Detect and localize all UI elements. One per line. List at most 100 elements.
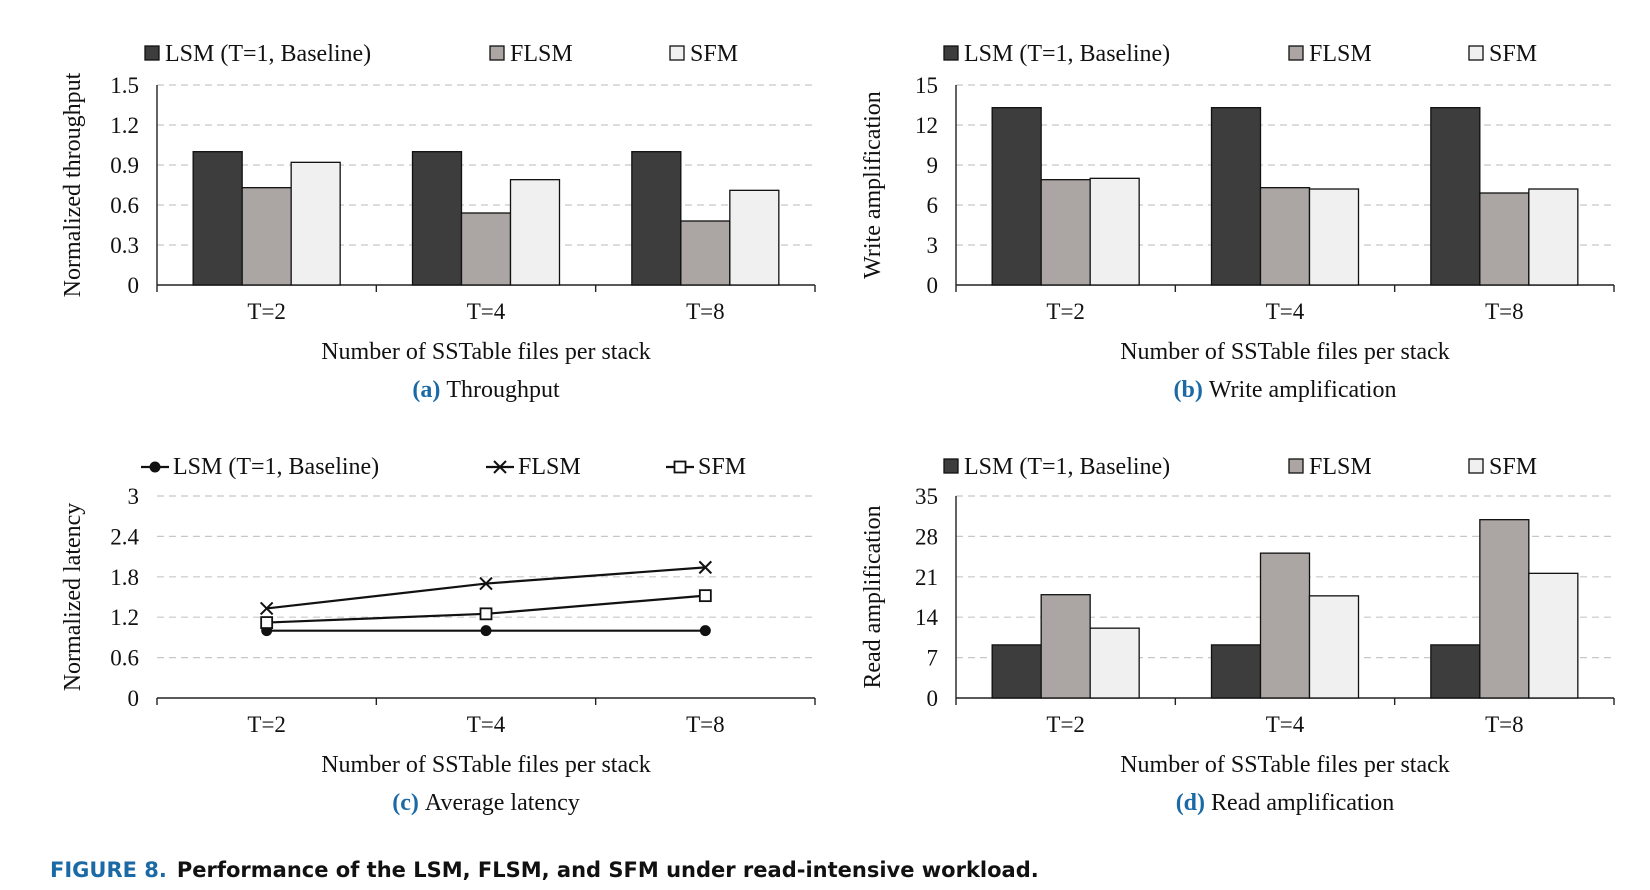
bar-flsm: [1479, 192, 1530, 286]
legend-swatch: [1288, 458, 1304, 474]
x-axis-label: Number of SSTable files per stack: [321, 752, 651, 778]
chart-panel-3: 0 0.6 1.2 1.8 2.4 3 T=2 T=4 T=8 Normalized latenc…: [60, 454, 816, 816]
chart-panel-1: 0 0.3 0.6 0.9 1.2 1.5 T=2 T=4 T=8 Normalized thro…: [60, 41, 816, 403]
y-tick-label: 0: [128, 686, 140, 711]
legend-label: LSM (T=1, Baseline): [165, 41, 371, 67]
sub-caption-label: (b): [1174, 377, 1209, 403]
y-tick-label: 15: [915, 73, 938, 98]
x-tick-label: T=4: [467, 712, 506, 737]
y-tick-label: 2.4: [110, 524, 139, 549]
bar-lsm: [1430, 107, 1481, 286]
sub-caption-label: (c): [392, 790, 425, 816]
y-tick-label: 1.8: [110, 565, 139, 590]
legend-swatch: [144, 45, 160, 61]
legend-marker-x: [493, 460, 507, 474]
legend-label: LSM (T=1, Baseline): [964, 41, 1170, 67]
sub-caption-label: (a): [412, 377, 446, 403]
legend: LSM (T=1, Baseline) FLSM SFM: [943, 41, 1537, 67]
marker-x: [259, 601, 274, 616]
series-line-flsm: [266, 566, 706, 610]
y-tick-label: 0: [927, 686, 939, 711]
y-tick-label: 3: [128, 484, 140, 509]
marker-x: [698, 560, 713, 575]
chart-panel-4: 0 7 14 21 28 35 T=2 T=4 T=8 Read amplification Num…: [860, 454, 1615, 816]
legend-marker-square: [673, 460, 687, 474]
bar-flsm: [1479, 519, 1530, 699]
legend-label: LSM (T=1, Baseline): [964, 454, 1170, 480]
x-tick-label: T=8: [1485, 712, 1524, 737]
legend-label: FLSM: [510, 41, 573, 67]
x-tick-label: T=2: [247, 712, 286, 737]
y-axis-label: Write amplification: [860, 91, 886, 279]
legend-label: FLSM: [1309, 454, 1372, 480]
y-tick-label: 28: [915, 524, 938, 549]
bar-sfm: [290, 161, 341, 286]
bar-sfm: [1089, 627, 1140, 699]
legend-label: SFM: [1489, 41, 1537, 67]
legend: LSM (T=1, Baseline) FLSM SFM: [943, 454, 1537, 480]
legend-swatch: [1468, 45, 1484, 61]
legend: LSM (T=1, Baseline) FLSM SFM: [144, 41, 738, 67]
x-tick-label: T=2: [1046, 712, 1085, 737]
x-axis-label: Number of SSTable files per stack: [321, 339, 651, 365]
y-tick-label: 0.9: [110, 153, 139, 178]
y-tick-label: 21: [915, 565, 938, 590]
bar-flsm: [680, 220, 731, 286]
bar-sfm: [1308, 595, 1360, 699]
x-tick-label: T=2: [1046, 299, 1085, 324]
legend-swatch: [1288, 45, 1304, 61]
sub-caption-title: Throughput: [446, 377, 560, 403]
bar-lsm: [631, 151, 682, 286]
figure-label: FIGURE 8.: [50, 858, 167, 882]
bar-flsm: [1040, 179, 1091, 286]
legend-label: SFM: [690, 41, 738, 67]
bar-sfm: [1089, 177, 1140, 286]
legend-label: FLSM: [1309, 41, 1372, 67]
sub-caption: (c) Average latency: [392, 790, 579, 816]
legend-swatch: [669, 45, 685, 61]
bar-sfm: [1528, 188, 1579, 286]
bar-lsm: [411, 151, 463, 286]
marker-x: [479, 576, 493, 591]
sub-caption: (a) Throughput: [412, 377, 560, 403]
x-axis-label: Number of SSTable files per stack: [1120, 752, 1450, 778]
bar-flsm: [1040, 594, 1091, 699]
y-tick-label: 3: [927, 233, 939, 258]
marker-square: [260, 616, 274, 629]
bar-flsm: [241, 187, 292, 286]
y-axis-label: Normalized throughput: [60, 72, 86, 297]
y-tick-label: 1.2: [110, 113, 139, 138]
y-axis-label: Read amplification: [860, 505, 886, 688]
x-axis-label: Number of SSTable files per stack: [1120, 339, 1450, 365]
x-tick-label: T=4: [1266, 299, 1305, 324]
legend-label: SFM: [698, 454, 746, 480]
marker-circle: [699, 625, 711, 637]
bar-lsm: [192, 151, 243, 286]
bar-lsm: [991, 644, 1042, 699]
x-tick-label: T=8: [1485, 299, 1524, 324]
bar-sfm: [1528, 572, 1579, 699]
x-tick-label: T=8: [686, 299, 725, 324]
figure-caption-text: Performance of the LSM, FLSM, and SFM un…: [176, 858, 1039, 882]
legend: LSM (T=1, Baseline) FLSM SFM: [141, 454, 746, 480]
legend-marker-circle: [149, 461, 161, 473]
bar-flsm: [460, 212, 512, 286]
y-tick-label: 0.6: [110, 193, 139, 218]
figure-caption: FIGURE 8. Performance of the LSM, FLSM, a…: [50, 858, 1039, 882]
bar-lsm: [1210, 644, 1262, 699]
y-tick-label: 0: [927, 273, 939, 298]
sub-caption: (d) Read amplification: [1176, 790, 1395, 816]
sub-caption-title: Average latency: [425, 790, 580, 816]
y-tick-label: 6: [927, 193, 939, 218]
marker-square: [479, 607, 493, 621]
y-tick-label: 12: [915, 113, 938, 138]
sub-caption-title: Read amplification: [1211, 790, 1394, 816]
x-tick-label: T=4: [1266, 712, 1305, 737]
legend-swatch: [1468, 458, 1484, 474]
legend-swatch: [943, 45, 959, 61]
y-tick-label: 7: [927, 646, 939, 671]
legend-swatch: [943, 458, 959, 474]
y-tick-label: 9: [927, 153, 939, 178]
y-tick-label: 0.3: [110, 233, 139, 258]
